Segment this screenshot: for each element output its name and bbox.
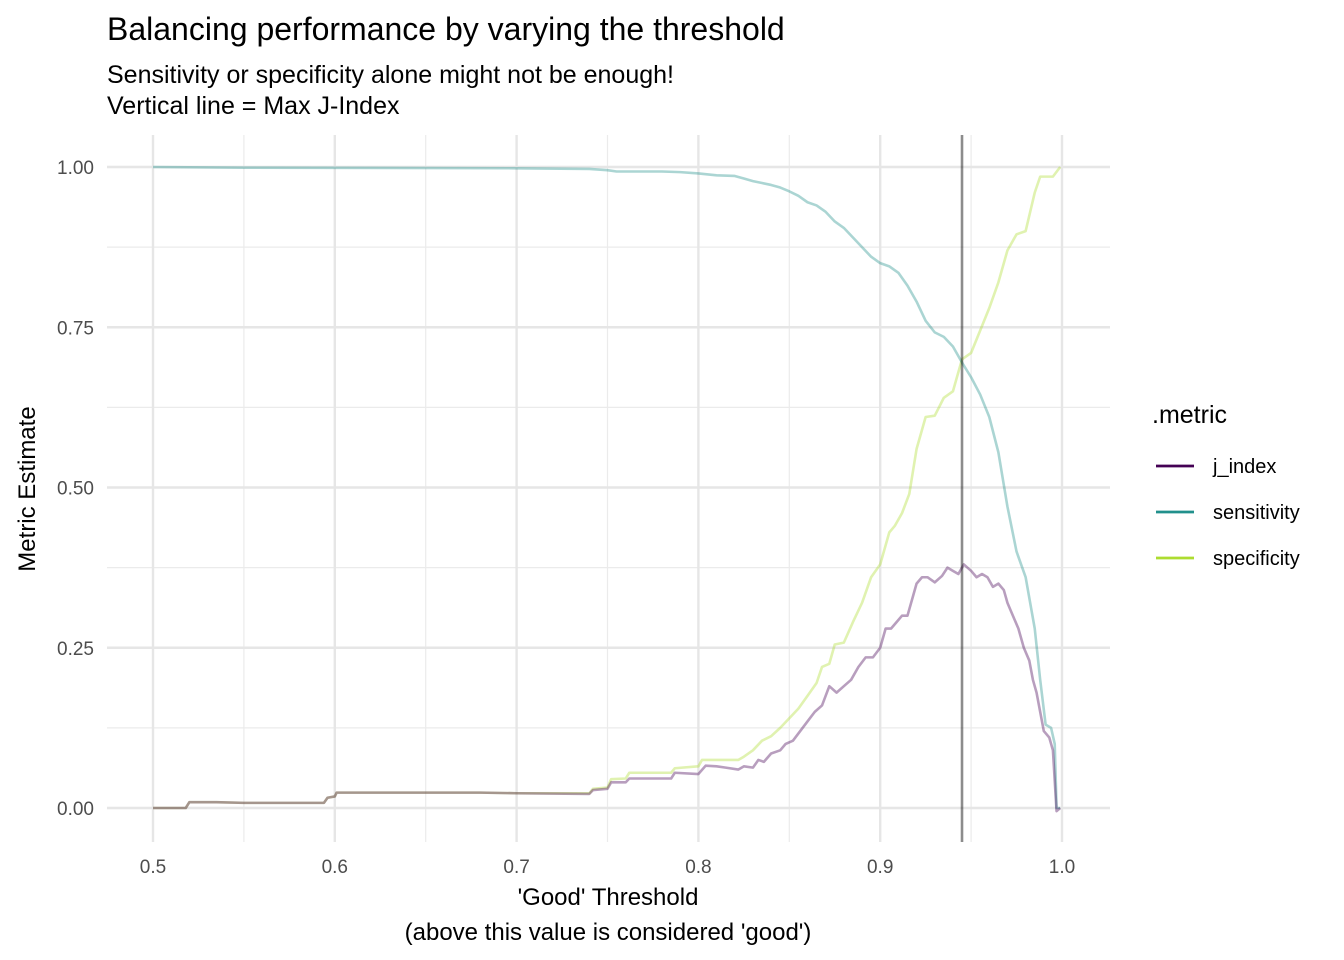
x-tick-label: 0.6 xyxy=(322,857,348,878)
x-axis-title-line-2: (above this value is considered 'good') xyxy=(405,919,812,946)
y-tick-label: 1.00 xyxy=(57,158,94,179)
x-axis-title-line-1: 'Good' Threshold xyxy=(518,884,699,911)
legend-label-specificity: specificity xyxy=(1213,548,1300,570)
series-line-sensitivity xyxy=(152,165,1061,810)
y-axis-ticks: 0.00 0.25 0.50 0.75 1.00 xyxy=(57,158,94,820)
series-lines xyxy=(152,165,1062,813)
x-tick-label: 0.5 xyxy=(140,857,166,878)
series-line-specificity xyxy=(153,166,1062,810)
x-tick-label: 0.7 xyxy=(503,857,529,878)
chart-subtitle-line-2: Vertical line = Max J-Index xyxy=(107,92,400,120)
chart-subtitle-line-1: Sensitivity or specificity alone might n… xyxy=(107,61,674,89)
grid xyxy=(107,135,1110,842)
y-axis-title: Metric Estimate xyxy=(14,406,41,571)
series-line-j-index xyxy=(153,563,1062,813)
chart-title: Balancing performance by varying the thr… xyxy=(107,11,785,47)
y-tick-label: 0.25 xyxy=(57,639,94,660)
legend: .metric j_index sensitivity specificity xyxy=(1152,401,1300,570)
legend-label-j-index: j_index xyxy=(1212,456,1276,478)
legend-title: .metric xyxy=(1152,401,1227,429)
y-tick-label: 0.75 xyxy=(57,318,94,339)
x-tick-label: 0.8 xyxy=(685,857,711,878)
y-tick-label: 0.00 xyxy=(57,799,94,820)
x-axis-ticks: 0.5 0.6 0.7 0.8 0.9 1.0 xyxy=(140,857,1075,878)
x-tick-label: 1.0 xyxy=(1049,857,1075,878)
legend-label-sensitivity: sensitivity xyxy=(1213,502,1300,524)
y-tick-label: 0.50 xyxy=(57,479,94,500)
x-tick-label: 0.9 xyxy=(867,857,893,878)
